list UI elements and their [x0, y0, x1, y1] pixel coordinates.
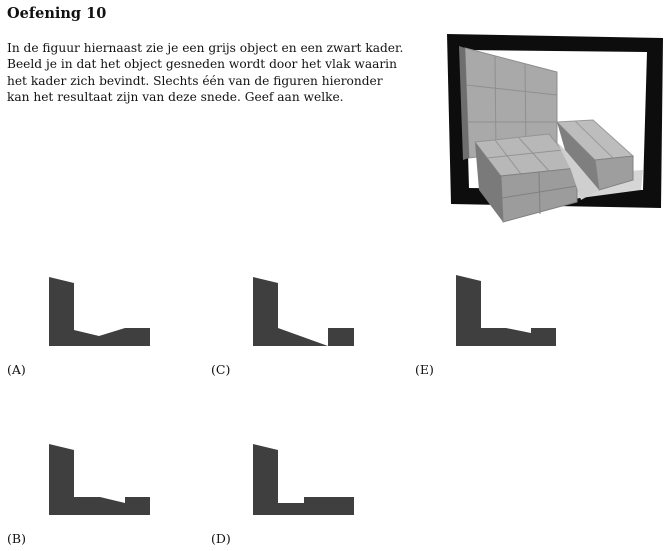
instruction-line-1: In de figuur hiernaast zie je een grijs …: [7, 41, 404, 55]
option-d-shape[interactable]: [250, 441, 360, 517]
option-b-label[interactable]: (B): [7, 531, 26, 546]
exercise-instructions: In de figuur hiernaast zie je een grijs …: [7, 40, 404, 105]
option-c-shape[interactable]: [250, 272, 360, 348]
object-and-frame-illustration: [447, 34, 663, 223]
instruction-line-4: kan het resultaat zijn van deze snede. G…: [7, 89, 344, 104]
exercise-title: Oefening 10: [7, 5, 107, 22]
object-right-block-front: [594, 155, 634, 191]
option-d-label[interactable]: (D): [211, 531, 231, 546]
object-base-front: [500, 167, 578, 223]
option-b-shape[interactable]: [46, 441, 156, 517]
instruction-line-3: het kader zich bevindt. Slechts één van …: [7, 73, 383, 88]
option-a-label[interactable]: (A): [7, 362, 26, 377]
option-c-label[interactable]: (C): [211, 362, 231, 377]
black-frame: [447, 34, 663, 208]
instruction-line-2: Beeld je in dat het object gesneden word…: [7, 57, 397, 72]
option-e-label[interactable]: (E): [415, 362, 434, 377]
option-a-shape[interactable]: [46, 272, 156, 348]
option-e-shape[interactable]: [453, 272, 563, 348]
